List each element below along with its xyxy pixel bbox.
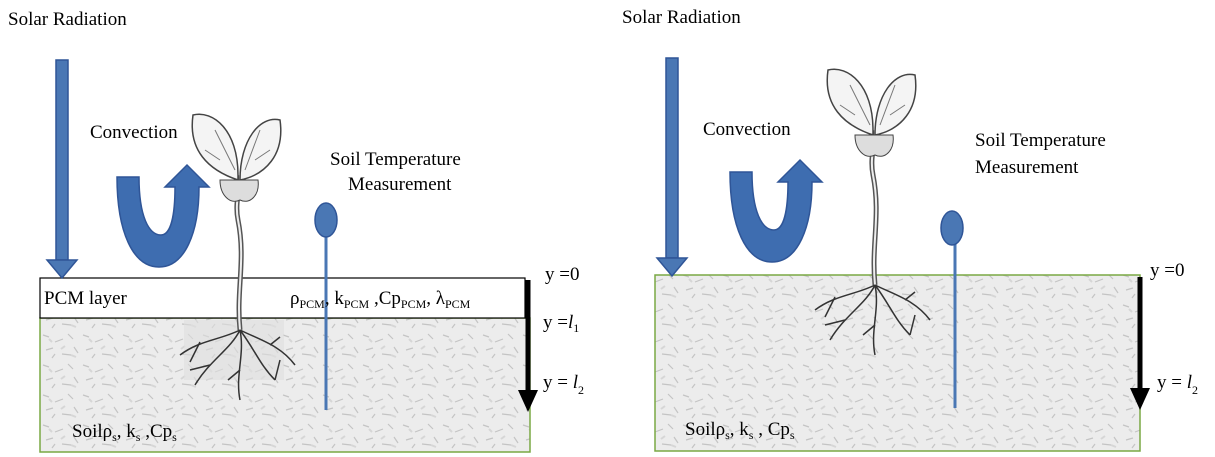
text: ρ xyxy=(290,288,299,309)
text: s xyxy=(112,430,117,444)
text: k xyxy=(126,421,136,442)
probe-head xyxy=(314,202,338,238)
text: l xyxy=(573,372,578,393)
text: s xyxy=(790,428,795,442)
right-panel: Solar Radiation Convection Soil Temperat… xyxy=(622,7,1198,452)
text: 2 xyxy=(578,383,584,397)
solar-arrow xyxy=(656,57,688,277)
y0-label: y =0 xyxy=(545,264,579,285)
text: 2 xyxy=(1192,383,1198,397)
text: y = xyxy=(543,312,568,333)
text: l xyxy=(568,312,573,333)
pcm-label: PCM layer xyxy=(44,288,128,309)
text: , xyxy=(117,421,127,442)
text: Cp xyxy=(768,419,790,440)
text: , xyxy=(140,421,150,442)
soil-props: Soilρs, ks , Cps xyxy=(685,419,795,442)
depth-arrowhead xyxy=(518,390,538,412)
measurement-label: Measurement xyxy=(348,174,452,195)
text: Soil xyxy=(685,419,716,440)
measurement-label: Measurement xyxy=(975,157,1079,178)
text: s xyxy=(725,428,730,442)
text: , xyxy=(369,288,379,309)
left-panel: Solar Radiation Convection Soil Temperat… xyxy=(8,9,584,453)
y2-label: y = l2 xyxy=(543,372,584,397)
measurement-label: Soil Temperature xyxy=(330,149,461,170)
probe-head xyxy=(940,210,964,246)
text: Cp xyxy=(379,288,401,309)
text: λ xyxy=(436,288,446,309)
y0-label: y =0 xyxy=(1150,260,1184,281)
text: , xyxy=(325,288,335,309)
convection-label: Convection xyxy=(703,119,791,140)
text: y = xyxy=(543,372,573,393)
text: Cp xyxy=(150,421,172,442)
text: s xyxy=(749,428,754,442)
root-zone xyxy=(184,320,284,380)
pcm-props: ρPCM, kPCM ,CpPCM, λPCM xyxy=(290,288,471,311)
pcm-layer xyxy=(39,277,526,319)
text: PCM xyxy=(299,297,325,311)
text: , xyxy=(426,288,436,309)
solar-label: Solar Radiation xyxy=(8,9,127,30)
y1-label: y =l1 xyxy=(543,312,579,335)
depth-arrowhead xyxy=(1130,388,1150,410)
text: s xyxy=(136,430,141,444)
text: Soil xyxy=(72,421,103,442)
y2-label: y = l2 xyxy=(1157,372,1198,397)
soil-layer xyxy=(654,274,1141,452)
text: s xyxy=(172,430,177,444)
text: ρ xyxy=(103,421,112,442)
text: PCM xyxy=(445,297,471,311)
soil-layer xyxy=(39,317,531,453)
text: y = xyxy=(1157,372,1187,393)
text: k xyxy=(334,288,344,309)
convection-arrow xyxy=(116,164,210,268)
text: PCM xyxy=(344,297,370,311)
text: , xyxy=(753,419,767,440)
solar-arrow xyxy=(46,59,78,279)
text: ρ xyxy=(716,419,725,440)
convection-label: Convection xyxy=(90,122,178,143)
measurement-label: Soil Temperature xyxy=(975,130,1106,151)
text: 1 xyxy=(573,321,579,335)
solar-label: Solar Radiation xyxy=(622,7,741,28)
convection-arrow xyxy=(729,159,823,263)
text: l xyxy=(1187,372,1192,393)
text: , xyxy=(730,419,740,440)
text: k xyxy=(739,419,749,440)
soil-props: Soilρs, ks ,Cps xyxy=(72,421,177,444)
text: PCM xyxy=(401,297,427,311)
